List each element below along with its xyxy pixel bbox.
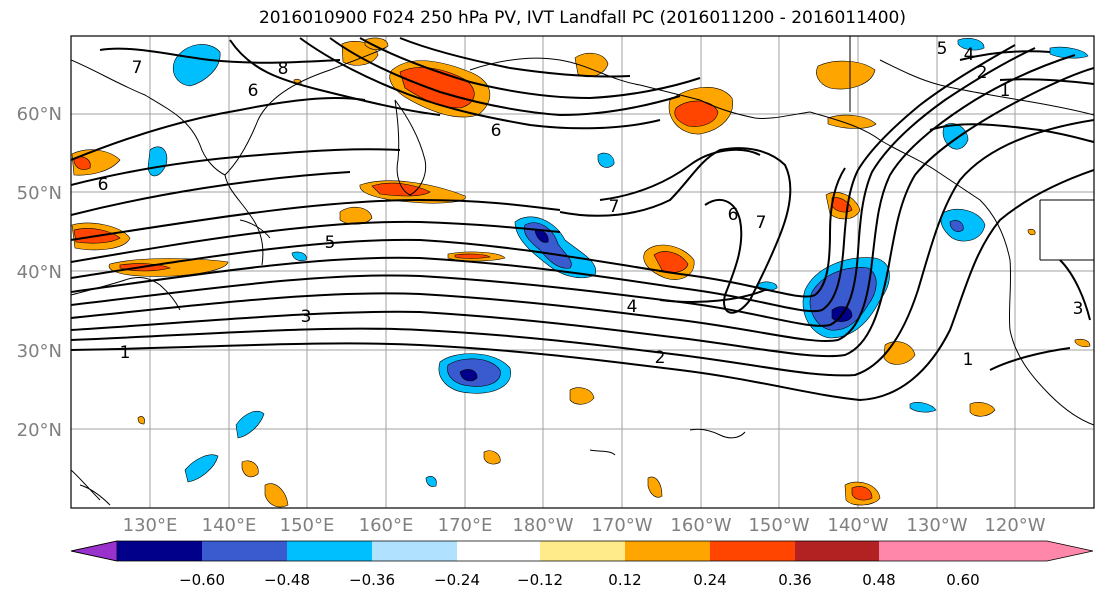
colorbar-swatch bbox=[457, 541, 540, 561]
colorbar-tick-label: 0.60 bbox=[946, 571, 979, 589]
lat-label: 50°N bbox=[17, 183, 62, 204]
colorbar-swatch bbox=[879, 541, 963, 561]
contour-label: 6 bbox=[248, 81, 259, 101]
contour-label: 2 bbox=[977, 63, 988, 83]
colorbar-tick-label: −0.24 bbox=[434, 571, 480, 589]
lat-label: 20°N bbox=[17, 420, 62, 441]
colorbar-tick-label: −0.60 bbox=[179, 571, 225, 589]
shaded-anomalies bbox=[71, 37, 1091, 508]
colorbar-swatch bbox=[202, 541, 287, 561]
contour-label: 2 bbox=[655, 348, 666, 368]
lon-label: 150°E bbox=[280, 515, 335, 536]
colorbar-tick-label: −0.48 bbox=[264, 571, 310, 589]
contour-label: 6 bbox=[491, 121, 502, 141]
lon-label: 130°W bbox=[906, 515, 967, 536]
contour-label: 4 bbox=[964, 45, 975, 65]
colorbar-tick-label: −0.36 bbox=[349, 571, 395, 589]
contour-label: 7 bbox=[132, 58, 143, 78]
lon-label: 140°E bbox=[202, 515, 257, 536]
contour-label: 3 bbox=[301, 307, 312, 327]
colorbar-ticks: −0.60 −0.48 −0.36 −0.24 −0.12 0.12 0.24 … bbox=[179, 571, 980, 589]
contour-label: 1 bbox=[963, 350, 974, 370]
lon-label: 150°W bbox=[748, 515, 809, 536]
colorbar bbox=[70, 540, 1094, 562]
colorbar-swatch bbox=[795, 541, 879, 561]
colorbar-swatch bbox=[372, 541, 457, 561]
colorbar-swatch bbox=[287, 541, 372, 561]
colorbar-swatch bbox=[710, 541, 795, 561]
lat-label: 40°N bbox=[17, 262, 62, 283]
lon-label: 140°W bbox=[827, 515, 888, 536]
latitude-labels: 60°N 50°N 40°N 30°N 20°N bbox=[17, 104, 62, 441]
colorbar-extend-high bbox=[963, 541, 1093, 561]
colorbar-swatch bbox=[117, 541, 202, 561]
pv-contours bbox=[71, 37, 1094, 402]
colorbar-tick-label: 0.12 bbox=[608, 571, 641, 589]
colorbar-extend-low bbox=[70, 540, 118, 562]
lon-label: 120°W bbox=[984, 515, 1045, 536]
colorbar-tick-label: 0.48 bbox=[862, 571, 895, 589]
contour-label: 6 bbox=[98, 175, 109, 195]
colorbar-swatch bbox=[625, 541, 710, 561]
lat-label: 60°N bbox=[17, 104, 62, 125]
contour-label: 7 bbox=[609, 197, 620, 217]
longitude-labels: 130°E 140°E 150°E 160°E 170°E 180°W 170°… bbox=[123, 515, 1046, 536]
contour-labels: 1 1 1 2 2 3 3 4 4 5 5 6 6 6 6 7 7 7 8 bbox=[98, 39, 1084, 370]
contour-label: 8 bbox=[278, 59, 289, 79]
map-title: 2016010900 F024 250 hPa PV, IVT Landfall… bbox=[258, 8, 906, 28]
colorbar-swatch bbox=[540, 541, 625, 561]
coastlines bbox=[71, 36, 1094, 506]
contour-label: 1 bbox=[1000, 81, 1011, 101]
lon-label: 160°E bbox=[359, 515, 414, 536]
map-frame bbox=[70, 35, 1095, 509]
lon-label: 160°W bbox=[670, 515, 731, 536]
contour-label: 4 bbox=[627, 297, 638, 317]
colorbar-outline bbox=[70, 540, 1094, 562]
contour-label: 5 bbox=[325, 233, 336, 253]
lon-label: 130°E bbox=[123, 515, 178, 536]
colorbar-tick-label: 0.36 bbox=[778, 571, 811, 589]
lon-label: 170°E bbox=[438, 515, 493, 536]
lon-label: 180°W bbox=[512, 515, 573, 536]
contour-label: 6 bbox=[728, 205, 739, 225]
colorbar-tick-label: 0.24 bbox=[693, 571, 726, 589]
contour-label: 1 bbox=[120, 343, 131, 363]
contour-label: 5 bbox=[937, 39, 948, 59]
colorbar-tick-label: −0.12 bbox=[517, 571, 563, 589]
lon-label: 170°W bbox=[591, 515, 652, 536]
contour-label: 3 bbox=[1073, 299, 1084, 319]
lat-label: 30°N bbox=[17, 341, 62, 362]
contour-label: 7 bbox=[756, 213, 767, 233]
